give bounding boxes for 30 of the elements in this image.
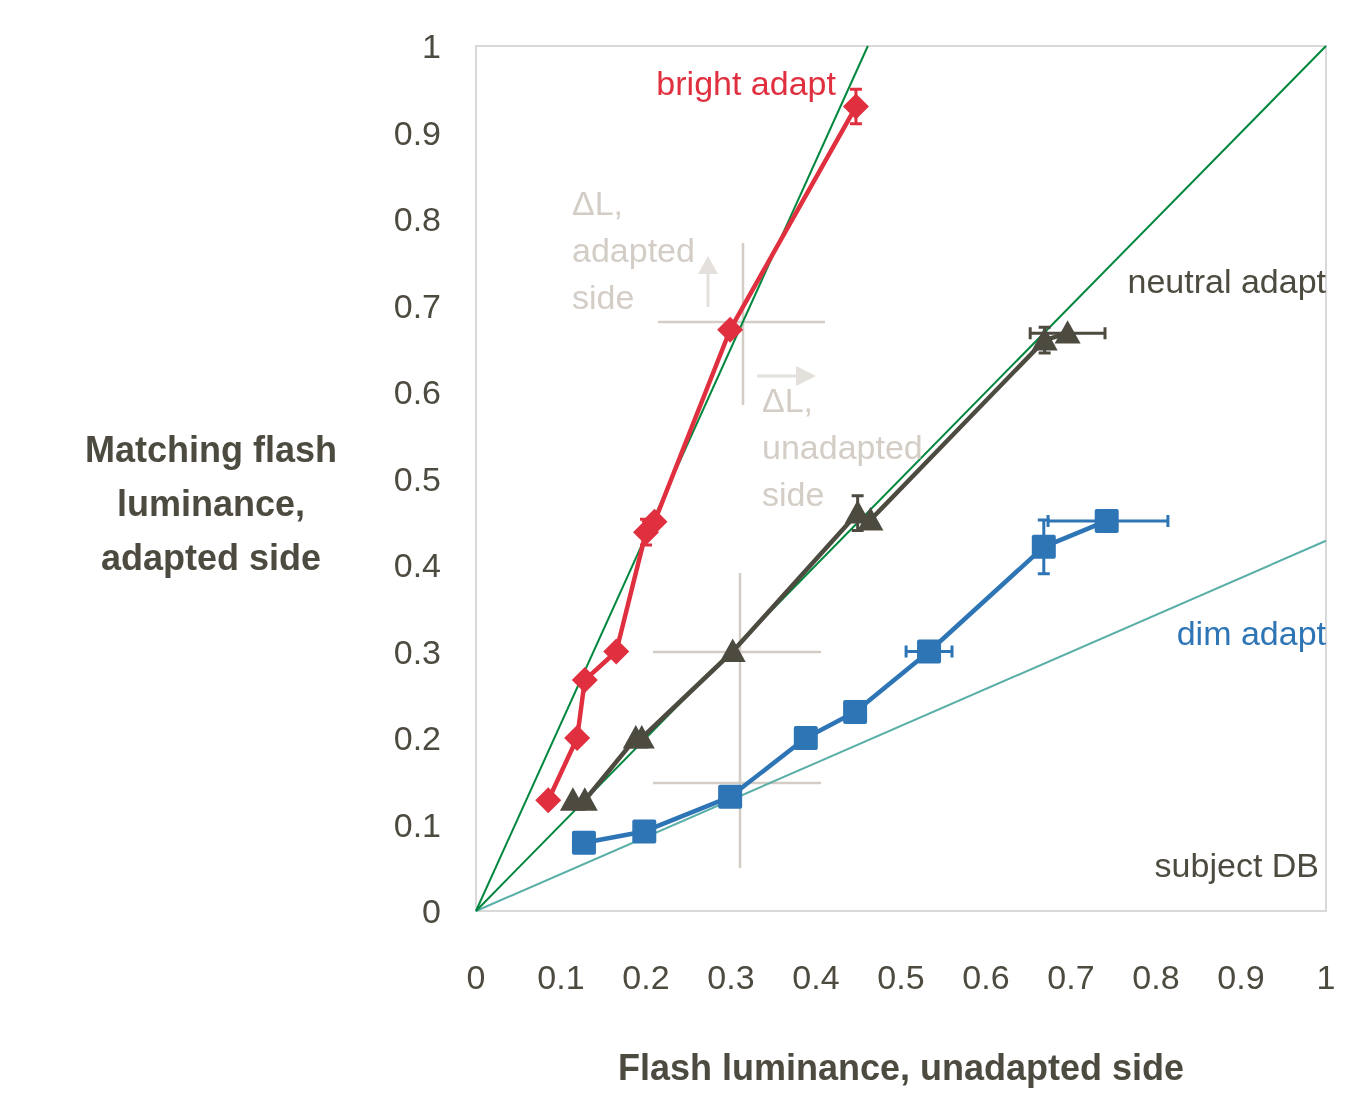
x-tick-label: 0.4 bbox=[792, 958, 840, 996]
y-axis-title: Matching flash luminance, adapted side bbox=[84, 429, 338, 578]
series-label: bright adapt bbox=[656, 63, 837, 102]
y-tick-label: 0.7 bbox=[393, 286, 441, 325]
x-tick-label: 0.9 bbox=[1217, 958, 1265, 996]
y-tick-label: 0.6 bbox=[393, 373, 441, 411]
x-tick-label: 0.7 bbox=[1047, 958, 1095, 996]
y-tick-label: 0.5 bbox=[393, 459, 441, 498]
y-tick-label: 0 bbox=[422, 892, 441, 930]
x-tick-label: 0 bbox=[466, 958, 486, 996]
y-tick-label: 0.4 bbox=[393, 546, 441, 584]
y-tick-label: 0.8 bbox=[393, 200, 441, 238]
x-tick-label: 1 bbox=[1316, 958, 1336, 996]
x-tick-label: 0.1 bbox=[537, 958, 585, 996]
y-tick-label: 0.9 bbox=[393, 113, 441, 152]
x-tick-label: 0.2 bbox=[622, 958, 670, 996]
x-tick-label: 0.6 bbox=[962, 958, 1010, 996]
x-axis-title: Flash luminance, unadapted side bbox=[617, 1047, 1185, 1088]
annotation: subject DB bbox=[1154, 846, 1319, 884]
x-tick-label: 0.3 bbox=[707, 958, 755, 996]
y-tick-label: 0.1 bbox=[393, 805, 441, 844]
series-label: neutral adapt bbox=[1127, 262, 1327, 301]
text: dim adapt bbox=[1176, 613, 1327, 652]
y-tick-label: 0.2 bbox=[393, 719, 441, 757]
annotation: ΔL, adapted side bbox=[572, 184, 695, 316]
x-tick-label: 0.5 bbox=[877, 958, 925, 996]
y-tick-label: 0.3 bbox=[393, 632, 441, 671]
x-tick-label: 0.8 bbox=[1132, 958, 1180, 996]
y-tick-label: 1 bbox=[422, 27, 441, 65]
annotation: ΔL, unadapted side bbox=[762, 381, 923, 513]
